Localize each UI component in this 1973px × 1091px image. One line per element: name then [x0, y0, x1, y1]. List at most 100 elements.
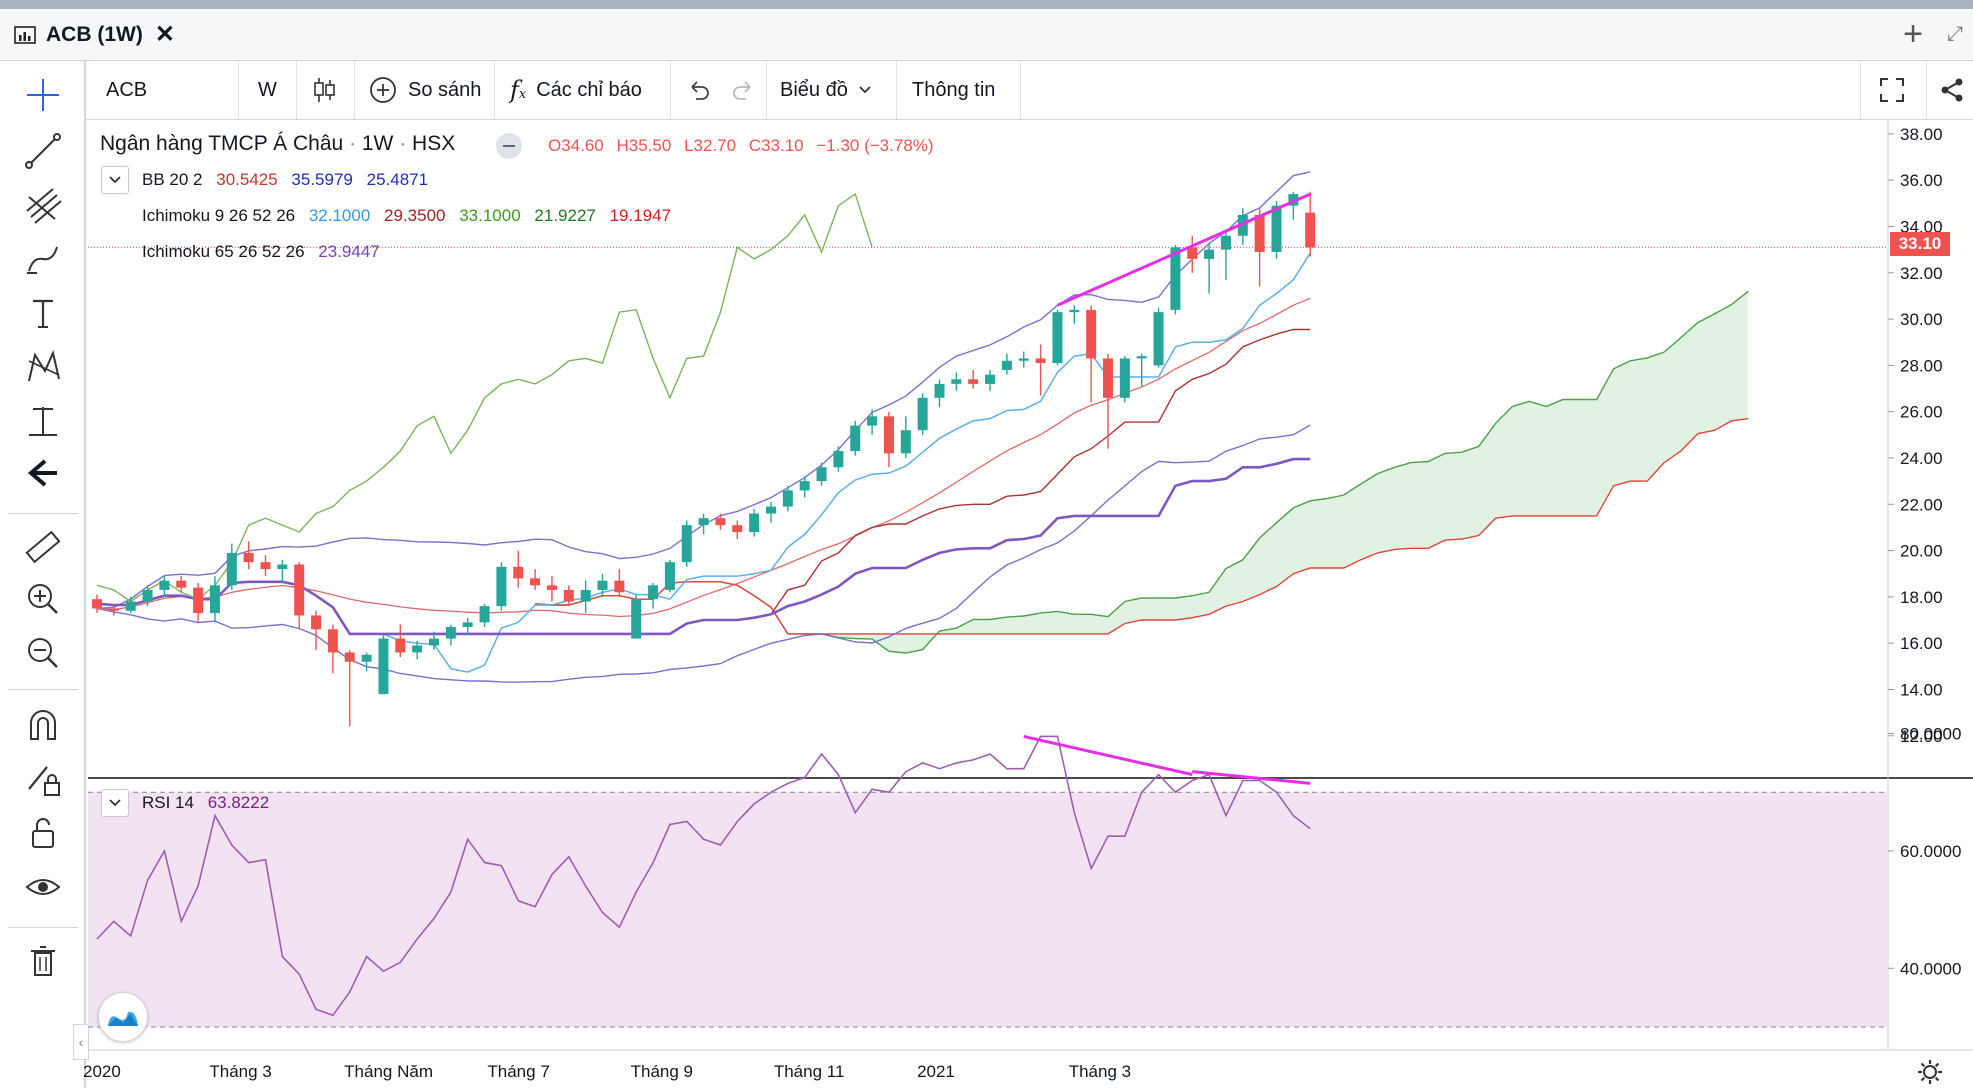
ichimoku-2-name: Ichimoku 65 26 52 26	[142, 242, 305, 261]
ichimoku-2-kijun: 23.9447	[318, 242, 380, 261]
zoom-in-icon[interactable]	[20, 579, 66, 619]
price-axis-label: 28.00	[1900, 356, 1943, 375]
ichimoku-1-span-b: 19.1947	[609, 206, 672, 225]
price-axis-label: 38.00	[1900, 125, 1943, 144]
chart-window-icon	[14, 25, 36, 44]
rsi-axis-label: 80.0000	[1900, 725, 1961, 744]
text-icon[interactable]	[20, 293, 66, 333]
collapse-rsi-legend-button[interactable]	[101, 789, 129, 817]
bb-legend[interactable]: BB 20 2 30.5425 35.5979 25.4871	[142, 170, 428, 190]
compare-label: So sánh	[408, 78, 482, 101]
trash-icon[interactable]	[20, 941, 66, 981]
ichimoku-legend-1[interactable]: Ichimoku 9 26 52 26 32.1000 29.3500 33.1…	[142, 206, 671, 226]
add-chart-button[interactable]: +	[1903, 15, 1923, 53]
info-button[interactable]: Thông tin	[912, 61, 995, 119]
interval-button[interactable]: W	[258, 61, 277, 119]
time-axis-label: Tháng 3	[1068, 1062, 1132, 1081]
trendline-icon[interactable]	[20, 131, 66, 171]
time-axis-label: 2020	[83, 1062, 121, 1081]
candle-body	[1136, 356, 1147, 359]
ichimoku-1-kijun: 29.3500	[384, 206, 446, 225]
chevron-down-icon	[858, 85, 872, 95]
toolbar-divider	[8, 927, 78, 928]
bb-name: BB 20 2	[142, 170, 203, 189]
price-axis-label: 18.00	[1900, 588, 1943, 607]
rsi-line	[96, 735, 1311, 1017]
magnet-icon[interactable]	[20, 705, 66, 745]
compare-button[interactable]: So sánh	[368, 61, 481, 119]
ruler-icon[interactable]	[20, 527, 66, 567]
rsi-band	[88, 792, 1888, 1027]
candle-body	[260, 562, 271, 570]
ichimoku-1-chikou: 33.1000	[459, 206, 521, 225]
price-trendline	[1056, 192, 1311, 307]
toolbar-divider	[8, 513, 78, 514]
collapse-legend-button[interactable]	[101, 166, 129, 194]
symbol-label: ACB	[106, 78, 148, 101]
window-title: ACB (1W)	[46, 22, 143, 46]
candle-body	[698, 518, 709, 526]
candle-body	[142, 589, 153, 602]
candle-body	[108, 608, 119, 611]
candle-body	[429, 638, 439, 646]
back-arrow-icon[interactable]	[20, 453, 66, 493]
popout-icon[interactable]: ⤢	[1947, 23, 1963, 45]
ichimoku-legend-2[interactable]: Ichimoku 65 26 52 26 23.9447	[142, 242, 380, 262]
candle-style-icon[interactable]	[312, 61, 336, 119]
price-axis-label: 24.00	[1900, 449, 1943, 468]
unlock-icon[interactable]	[20, 813, 66, 853]
pattern-icon[interactable]	[20, 347, 66, 387]
candle-body	[782, 490, 793, 507]
settings-icon[interactable]	[1916, 1058, 1944, 1086]
measure-icon[interactable]	[20, 401, 66, 441]
fullscreen-icon[interactable]	[1878, 61, 1906, 119]
candle-body	[445, 626, 456, 639]
candle-body	[816, 467, 827, 482]
share-icon[interactable]	[1938, 61, 1966, 119]
close-tab-button[interactable]: ✕	[154, 20, 175, 48]
lock-draw-icon[interactable]	[20, 759, 66, 799]
zoom-out-icon[interactable]	[20, 633, 66, 673]
candle-body	[951, 379, 962, 384]
toolbar-divider	[766, 61, 767, 119]
rsi-value: 63.8222	[207, 793, 270, 812]
indicators-button[interactable]: fx Các chỉ báo	[510, 61, 642, 119]
candle-body	[395, 638, 406, 653]
candle-body	[597, 580, 608, 590]
chart-menu-button[interactable]: Biểu đồ	[780, 61, 872, 119]
rsi-legend[interactable]: RSI 14 63.8222	[142, 793, 269, 813]
candle-body	[883, 416, 894, 454]
price-axis-label: 16.00	[1900, 634, 1943, 653]
crosshair-icon[interactable]	[20, 75, 66, 115]
brush-icon[interactable]	[20, 239, 66, 279]
hide-legend-button[interactable]	[496, 133, 522, 159]
symbol-search[interactable]: ACB	[106, 61, 147, 119]
pitchfork-icon[interactable]	[20, 185, 66, 225]
redo-icon[interactable]	[730, 61, 756, 119]
candle-body	[546, 585, 557, 590]
candle-body	[294, 564, 305, 616]
ichimoku-kijun	[96, 328, 1311, 635]
candle-body	[311, 615, 322, 630]
ichimoku-1-span-a: 21.9227	[534, 206, 596, 225]
candle-body	[1204, 249, 1215, 259]
high-value: H35.50	[616, 136, 672, 155]
undo-icon[interactable]	[686, 61, 712, 119]
candle-body	[648, 585, 659, 600]
toolbar-divider	[896, 61, 897, 119]
eye-icon[interactable]	[20, 867, 66, 907]
candle-body	[850, 425, 861, 452]
collapse-toolbar-button[interactable]: ‹	[73, 1024, 89, 1060]
rsi-axis-label: 40.0000	[1900, 959, 1961, 978]
tradingview-logo[interactable]	[98, 992, 148, 1042]
candle-body	[462, 622, 473, 627]
candle-body	[496, 566, 507, 607]
candle-body	[867, 416, 878, 426]
candle-body	[631, 599, 642, 639]
candle-body	[209, 585, 220, 614]
toolbar-divider	[296, 61, 297, 119]
candle-body	[1052, 312, 1063, 364]
candle-body	[1119, 358, 1130, 398]
candle-body	[1305, 212, 1316, 248]
